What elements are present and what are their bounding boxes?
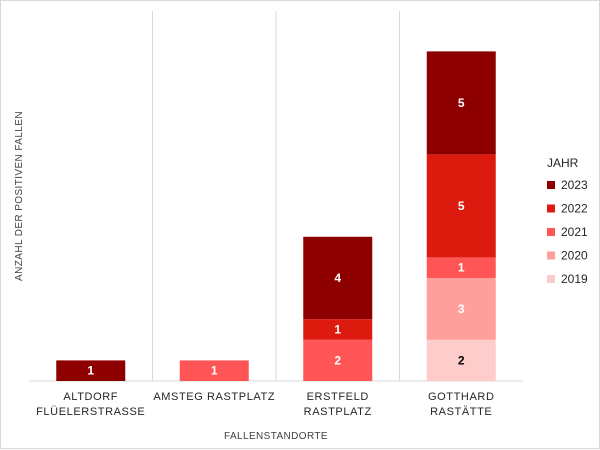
legend-label-2022: 2022 xyxy=(561,202,588,216)
bar-2023-3 xyxy=(426,51,496,155)
legend-label-2021: 2021 xyxy=(561,225,588,239)
data-label-2023-2: 4 xyxy=(334,271,341,285)
bar-2023-2 xyxy=(303,236,373,320)
legend-title: JAHR xyxy=(547,156,579,170)
x-axis-title: FALLENSTANDORTE xyxy=(224,431,328,442)
x-tick-label-1-0: AMSTEG RASTPLATZ xyxy=(153,391,275,403)
x-tick-label-0-0: ALTDORF xyxy=(63,391,118,403)
data-label-2023-3: 5 xyxy=(458,96,465,110)
x-tick-label-0-1: FLÜELERSTRASSE xyxy=(36,406,145,418)
legend-swatch-2023 xyxy=(547,181,555,189)
bar-2021-2 xyxy=(303,339,373,381)
x-tick-label-2-1: RASTPLATZ xyxy=(304,406,372,418)
x-tick-label-2-0: ERSTFELD xyxy=(307,391,369,403)
y-axis-title: ANZAHL DER POSITIVEN FALLEN xyxy=(14,111,25,281)
legend-swatch-2022 xyxy=(547,204,555,213)
bar-2021-1 xyxy=(179,360,249,381)
bar-2023-0 xyxy=(56,360,126,381)
data-label-2022-2: 1 xyxy=(334,323,341,337)
bar-2021-3 xyxy=(426,257,496,278)
x-tick-label-3-1: RASTÄTTE xyxy=(430,406,492,418)
legend-swatch-2020 xyxy=(547,251,555,260)
data-label-2023-0: 1 xyxy=(87,364,94,378)
bar-2020-3 xyxy=(426,278,496,340)
legend-label-2020: 2020 xyxy=(561,249,588,263)
data-label-2020-3: 3 xyxy=(458,302,465,316)
data-label-2022-3: 5 xyxy=(458,199,465,213)
bar-2022-2 xyxy=(303,319,373,340)
legend-label-2023: 2023 xyxy=(561,178,588,192)
data-label-2019-3: 2 xyxy=(458,353,465,367)
legend-label-2019: 2019 xyxy=(561,272,588,286)
data-label-2021-1: 1 xyxy=(211,364,218,378)
legend-swatch-2021 xyxy=(547,228,555,236)
data-label-2021-2: 2 xyxy=(334,353,341,367)
data-label-2021-3: 1 xyxy=(458,261,465,275)
bar-2019-3 xyxy=(426,339,496,381)
x-tick-label-3-0: GOTTHARD xyxy=(428,391,495,403)
legend-swatch-2019 xyxy=(547,275,555,283)
bar-2022-3 xyxy=(426,154,496,258)
